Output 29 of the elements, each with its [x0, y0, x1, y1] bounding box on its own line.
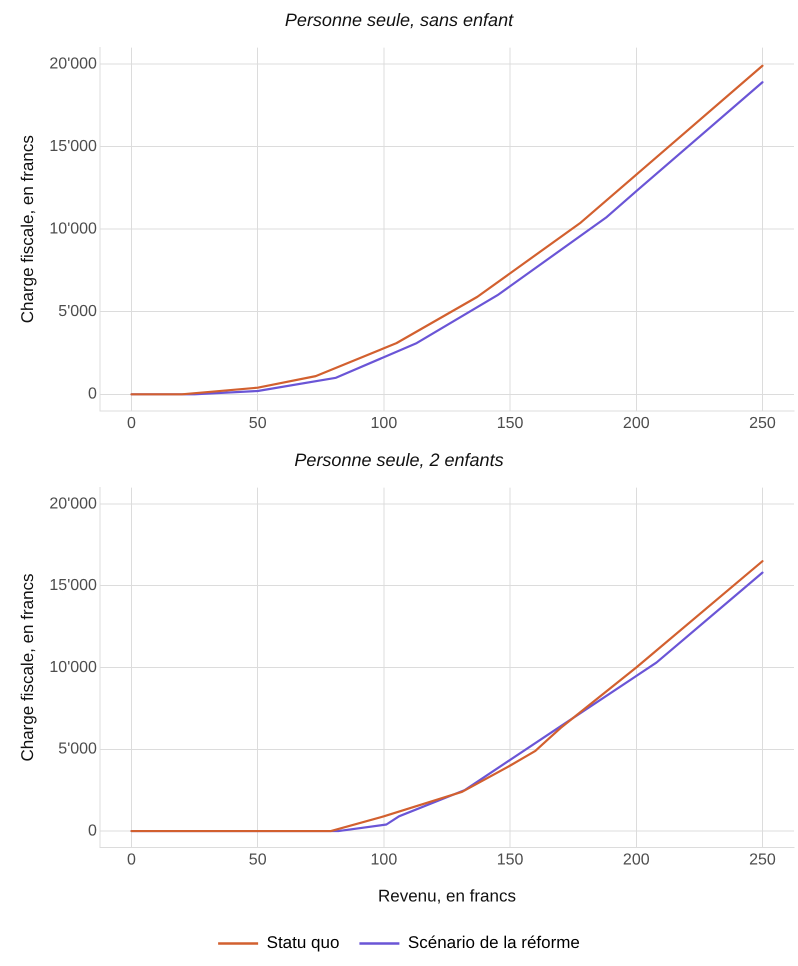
y-tick-label: 10'000 [49, 220, 98, 238]
legend-label: Scénario de la réforme [408, 933, 580, 952]
x-tick-label: 200 [622, 851, 650, 868]
y-axis-title: Charge fiscale, en francs [18, 573, 37, 762]
y-axis-title: Charge fiscale, en francs [18, 135, 37, 324]
x-tick-label: 250 [749, 851, 776, 868]
y-tick-label: 0 [88, 386, 98, 403]
y-tick-label: 20'000 [49, 56, 98, 73]
y-tick-label: 5'000 [58, 303, 98, 320]
x-tick-label: 0 [127, 851, 136, 868]
y-tick-label: 5'000 [58, 740, 98, 758]
x-axis-title: Revenu, en francs [378, 886, 516, 906]
x-tick-label: 50 [248, 414, 267, 432]
y-tick-label: 15'000 [49, 138, 98, 156]
x-tick-label: 100 [370, 851, 398, 868]
x-tick-label: 200 [622, 414, 650, 432]
x-tick-label: 0 [127, 414, 136, 432]
legend-label: Statu quo [266, 933, 340, 952]
x-tick-label: 50 [248, 851, 267, 868]
y-tick-label: 15'000 [49, 577, 98, 594]
y-tick-label: 0 [88, 822, 98, 840]
chart-title: Personne seule, sans enfant [284, 10, 514, 30]
x-tick-label: 100 [370, 414, 398, 432]
x-tick-label: 150 [496, 414, 524, 432]
chart-title: Personne seule, 2 enfants [294, 450, 504, 470]
y-tick-label: 20'000 [49, 495, 98, 512]
y-tick-label: 10'000 [49, 658, 98, 676]
x-tick-label: 250 [749, 414, 776, 432]
x-tick-label: 150 [496, 851, 524, 868]
